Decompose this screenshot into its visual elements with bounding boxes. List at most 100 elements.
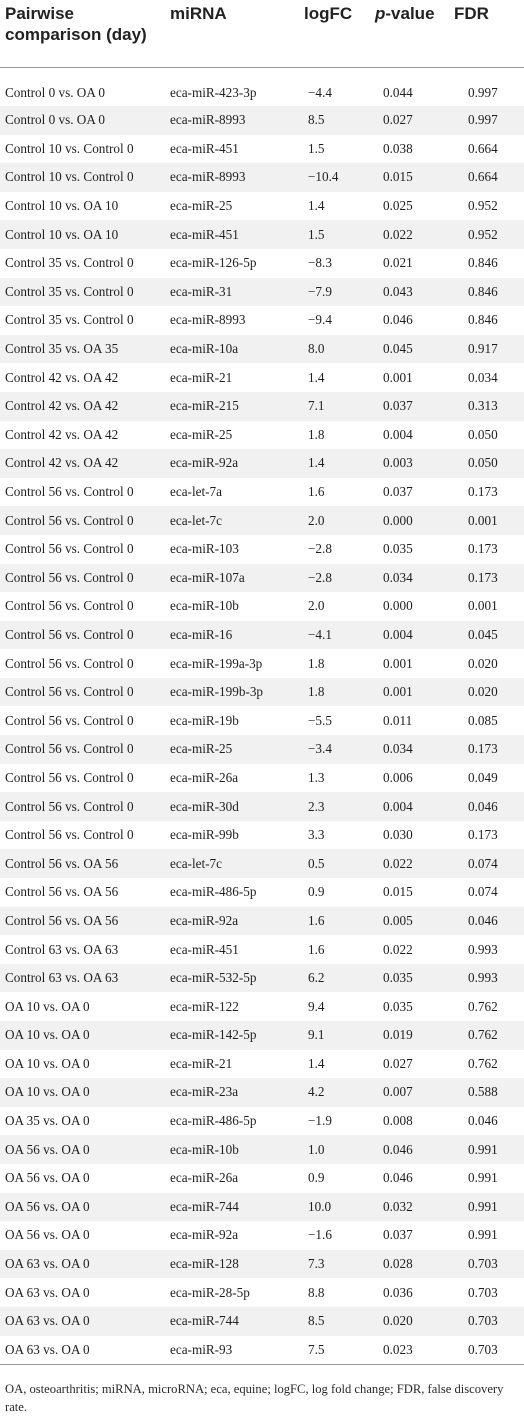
mirna-cell: eca-miR-103 [170,541,239,557]
table-row: Control 56 vs. Control 0 eca-miR-19b −5.5 0… [0,706,524,736]
pvalue-cell: 0.036 [383,1284,413,1300]
logfc-cell: 1.8 [308,655,325,671]
table-row: OA 10 vs. OA 0 eca-miR-122 9.4 0.035 0.762 [0,992,524,1021]
fdr-cell: 0.664 [468,140,498,156]
logfc-cell: −2.8 [308,541,332,557]
mirna-results-table: Pairwise comparison (day) miRNA logFC p-… [0,0,524,1365]
mirna-cell: eca-miR-26a [170,1170,239,1186]
logfc-cell: 2.0 [308,598,325,614]
comparison-cell: Control 56 vs. Control 0 [5,827,134,843]
comparison-cell: Control 56 vs. OA 56 [5,912,119,928]
logfc-cell: −9.4 [308,312,332,328]
pvalue-cell: 0.022 [383,226,413,242]
table-row: Control 56 vs. Control 0 eca-miR-103 −2.8 0… [0,534,524,564]
comparison-cell: OA 56 vs. OA 0 [5,1227,90,1243]
fdr-cell: 0.991 [468,1170,498,1186]
mirna-cell: eca-miR-25 [170,198,233,214]
header-mirna: miRNA [170,0,304,68]
comparison-cell: OA 10 vs. OA 0 [5,1055,90,1071]
pvalue-cell: 0.000 [383,512,413,528]
mirna-cell: eca-miR-21 [170,369,233,385]
table-row: Control 56 vs. Control 0 eca-miR-25 −3.4 0.… [0,735,524,764]
comparison-cell: Control 10 vs. OA 10 [5,226,119,242]
mirna-cell: eca-miR-8993 [170,312,246,328]
logfc-cell: 1.3 [308,769,325,785]
fdr-cell: 0.846 [468,283,498,299]
mirna-cell: eca-miR-126-5p [170,255,257,271]
fdr-cell: 0.952 [468,226,498,242]
mirna-cell: eca-miR-744 [170,1198,239,1214]
table-row: OA 35 vs. OA 0 eca-miR-486-5p −1.9 0.008 0.0… [0,1106,524,1136]
table-row: Control 56 vs. Control 0 eca-miR-199a-3p 1… [0,649,524,678]
fdr-cell: 0.846 [468,312,498,328]
mirna-cell: eca-miR-215 [170,398,239,414]
table-row: OA 56 vs. OA 0 eca-miR-26a 0.9 0.046 0.991 [0,1163,524,1193]
fdr-cell: 0.991 [468,1198,498,1214]
fdr-cell: 0.074 [468,855,498,871]
table-row: Control 56 vs. Control 0 eca-miR-16 −4.1 0.… [0,620,524,650]
pvalue-cell: 0.046 [383,1141,413,1157]
mirna-cell: eca-miR-25 [170,741,233,757]
pvalue-cell: 0.004 [383,798,413,814]
mirna-cell: eca-miR-199a-3p [170,655,263,671]
logfc-cell: −8.3 [308,255,332,271]
mirna-cell: eca-miR-30d [170,798,239,814]
comparison-cell: OA 56 vs. OA 0 [5,1141,90,1157]
logfc-cell: 1.4 [308,1055,325,1071]
fdr-cell: 0.762 [468,998,498,1014]
header-row: Pairwise comparison (day) miRNA logFC p-… [0,0,524,68]
table-row: Control 56 vs. Control 0 eca-miR-30d 2.3 0.… [0,792,524,821]
comparison-cell: Control 56 vs. Control 0 [5,512,134,528]
mirna-cell: eca-miR-92a [170,912,239,928]
pvalue-cell: 0.005 [383,912,413,928]
table-footnote: OA, osteoarthritis; miRNA, microRNA; eca… [5,1382,504,1414]
fdr-cell: 0.173 [468,541,498,557]
mirna-cell: eca-miR-10b [170,598,239,614]
fdr-cell: 0.846 [468,255,498,271]
fdr-cell: 0.045 [468,626,498,642]
comparison-cell: Control 56 vs. Control 0 [5,626,134,642]
logfc-cell: −1.9 [308,1113,332,1129]
header-logfc: logFC [304,0,375,68]
fdr-cell: 0.074 [468,884,498,900]
table-row: Control 56 vs. Control 0 eca-miR-107a −2.8… [0,563,524,593]
logfc-cell: 1.5 [308,226,325,242]
pvalue-cell: 0.001 [383,369,413,385]
pvalue-cell: 0.023 [375,1335,454,1365]
comparison-cell: Control 63 vs. OA 63 [5,941,119,957]
comparison-cell: OA 10 vs. OA 0 [5,998,90,1014]
pvalue-cell: 0.037 [383,484,413,500]
comparison-cell: Control 0 vs. OA 0 [5,112,106,128]
mirna-cell: eca-let-7c [170,855,222,871]
fdr-cell: 0.173 [468,484,498,500]
logfc-cell: −2.8 [308,569,332,585]
fdr-cell: 0.703 [468,1256,498,1272]
mirna-cell: eca-miR-92a [170,455,239,471]
table-row: Control 10 vs. OA 10 eca-miR-25 1.4 0.025 0.… [0,191,524,221]
table-row: Control 56 vs. Control 0 eca-miR-10b 2.0 0.… [0,592,524,621]
comparison-cell: Control 35 vs. Control 0 [5,312,134,328]
mirna-cell: eca-miR-21 [170,1055,233,1071]
comparison-cell: OA 10 vs. OA 0 [5,1084,90,1100]
logfc-cell: 2.0 [308,512,325,528]
fdr-cell: 0.664 [468,169,498,185]
mirna-cell: eca-let-7c [170,512,222,528]
logfc-cell: −5.5 [308,712,332,728]
fdr-cell: 0.762 [468,1055,498,1071]
table-row: Control 35 vs. Control 0 eca-miR-126-5p −8… [0,248,524,278]
comparison-cell: Control 56 vs. Control 0 [5,569,134,585]
header-fdr: FDR [454,0,524,68]
table-row: Control 42 vs. OA 42 eca-miR-25 1.8 0.004 0.… [0,420,524,450]
comparison-cell: OA 56 vs. OA 0 [5,1170,90,1186]
fdr-cell: 0.588 [468,1084,498,1100]
table-row: Control 0 vs. OA 0 eca-miR-423-3p −4.4 0.04… [0,67,524,106]
table-row: Control 63 vs. OA 63 eca-miR-451 1.6 0.022 0… [0,935,524,964]
pvalue-cell: 0.044 [383,84,413,100]
pvalue-cell: 0.022 [383,941,413,957]
fdr-cell: 0.034 [468,369,498,385]
mirna-cell: eca-miR-8993 [170,112,246,128]
table-row: Control 56 vs. Control 0 eca-let-7c 2.0 0.0… [0,506,524,535]
table-row: Control 42 vs. OA 42 eca-miR-92a 1.4 0.003 0… [0,449,524,478]
pvalue-cell: 0.032 [383,1198,413,1214]
fdr-cell: 0.703 [468,1313,498,1329]
